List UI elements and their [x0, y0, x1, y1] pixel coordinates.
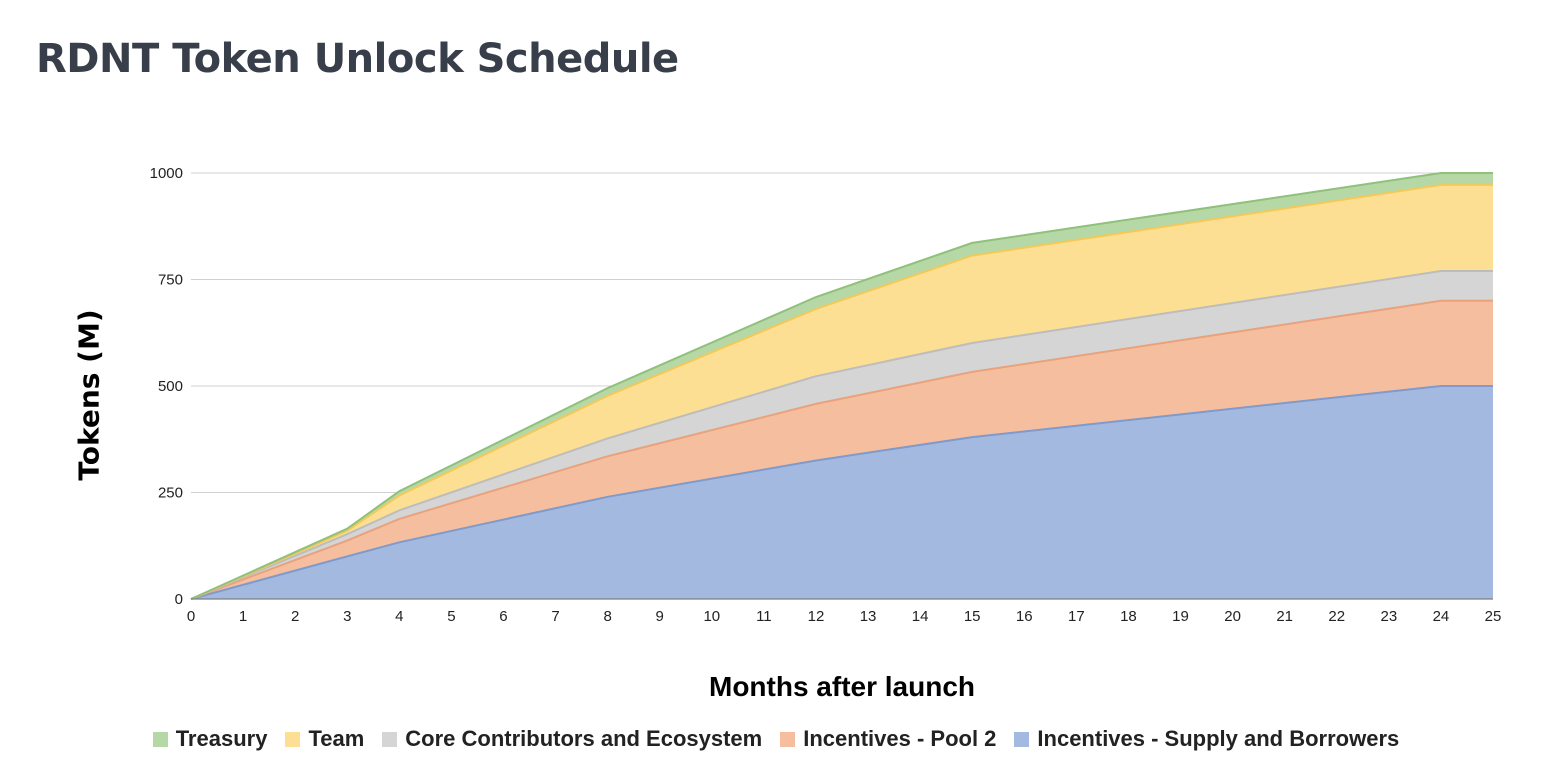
- legend-item: Incentives - Supply and Borrowers: [1014, 726, 1399, 752]
- page-title: RDNT Token Unlock Schedule: [36, 36, 679, 82]
- x-tick-label: 24: [1433, 608, 1450, 625]
- legend-item: Incentives - Pool 2: [780, 726, 996, 752]
- y-tick-label: 0: [175, 591, 183, 608]
- legend-swatch: [382, 731, 398, 747]
- series-line-treasury: [190, 172, 1493, 600]
- x-tick-label: 17: [1068, 608, 1085, 625]
- y-ticks: 0 250 500 750 1000: [150, 165, 183, 608]
- area-incentives-pool-2: [191, 300, 1493, 599]
- x-tick-label: 11: [756, 608, 772, 625]
- x-tick-label: 8: [603, 608, 611, 625]
- series-line-incentives-supply-and-borrowers: [190, 385, 1493, 600]
- legend-label: Treasury: [175, 726, 268, 751]
- series-line-core-contributors-and-ecosystem: [190, 270, 1493, 600]
- x-tick-label: 6: [499, 608, 507, 625]
- x-tick-label: 9: [656, 608, 664, 625]
- x-tick-label: 1: [239, 608, 247, 625]
- x-tick-label: 19: [1172, 608, 1189, 625]
- legend-item: Team: [285, 726, 364, 752]
- x-axis-label: Months after launch: [708, 671, 976, 702]
- x-tick-label: 3: [343, 608, 351, 625]
- x-tick-label: 15: [964, 608, 981, 625]
- y-tick-label: 750: [158, 272, 183, 289]
- x-tick-label: 5: [447, 608, 455, 625]
- x-tick-label: 14: [912, 608, 929, 625]
- y-tick-label: 250: [158, 485, 183, 502]
- x-tick-label: 25: [1485, 608, 1502, 625]
- legend-swatch: [152, 731, 168, 747]
- x-tick-label: 18: [1120, 608, 1137, 625]
- stacked-areas: [190, 172, 1493, 600]
- x-tick-label: 20: [1224, 608, 1241, 625]
- legend-swatch: [780, 731, 796, 747]
- y-tick-label: 500: [158, 378, 183, 395]
- legend-label: Incentives - Pool 2: [803, 726, 997, 751]
- series-line-incentives-pool-2: [190, 299, 1493, 600]
- x-tick-label: 12: [808, 608, 825, 625]
- legend-item: Treasury: [152, 726, 268, 752]
- x-tick-label: 4: [395, 608, 403, 625]
- series-line-team: [190, 183, 1493, 600]
- y-tick-label: 1000: [150, 165, 183, 182]
- x-tick-label: 21: [1276, 608, 1293, 625]
- x-tick-label: 22: [1328, 608, 1345, 625]
- legend-label: Core Contributors and Ecosystem: [405, 726, 763, 751]
- legend: Treasury Team Core Contributors and Ecosys…: [0, 726, 1552, 752]
- legend-swatch: [285, 731, 301, 747]
- x-ticks: 0 1 2 3 4 5 6 7 8 9 10 11 12 13 14 15 16 17 18 19 20 21 22 23 24…: [187, 608, 1502, 625]
- x-tick-label: 23: [1380, 608, 1397, 625]
- x-tick-label: 2: [291, 608, 299, 625]
- x-tick-label: 7: [551, 608, 559, 625]
- x-tick-label: 10: [703, 608, 720, 625]
- legend-label: Team: [308, 726, 365, 751]
- area-incentives-supply-and-borrowers: [191, 386, 1493, 599]
- x-tick-label: 16: [1016, 608, 1033, 625]
- legend-item: Core Contributors and Ecosystem: [382, 726, 762, 752]
- legend-label: Incentives - Supply and Borrowers: [1037, 726, 1400, 751]
- area-team: [191, 184, 1493, 599]
- legend-swatch: [1014, 731, 1030, 747]
- area-core-contributors-and-ecosystem: [191, 271, 1493, 599]
- x-tick-label: 0: [187, 608, 195, 625]
- x-tick-label: 13: [860, 608, 877, 625]
